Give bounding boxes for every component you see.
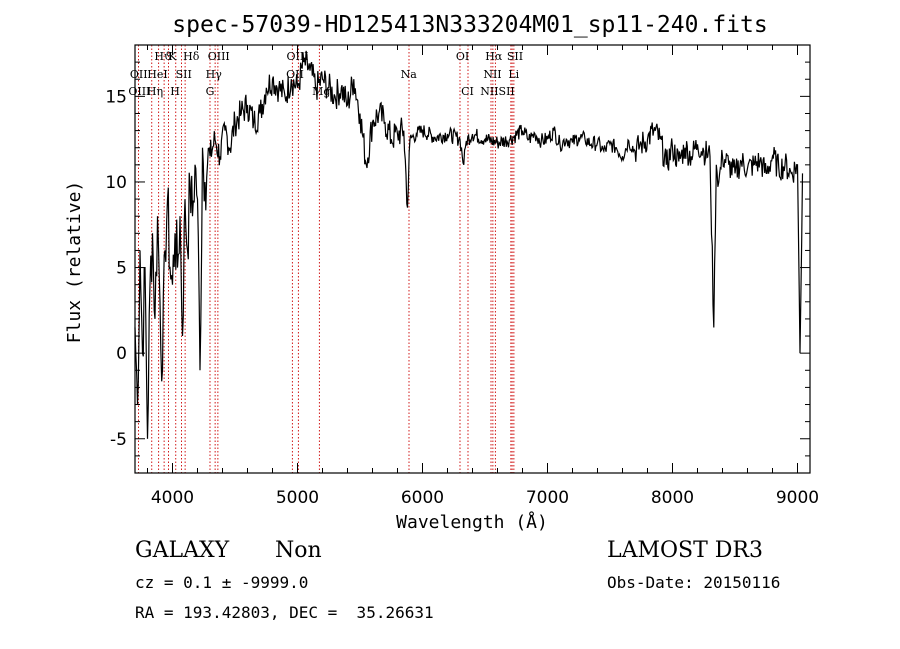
survey-name: LAMOST DR3 xyxy=(607,538,763,563)
y-tick-label: 10 xyxy=(105,173,127,193)
line-label: K xyxy=(168,50,177,63)
y-tick-label: 5 xyxy=(116,259,127,279)
x-tick-label: 4000 xyxy=(151,488,194,508)
line-label: H xyxy=(170,85,180,98)
line-label: OIII xyxy=(128,85,150,98)
line-label: Hη xyxy=(147,85,163,98)
x-tick-label: 5000 xyxy=(276,488,319,508)
line-label: OII xyxy=(130,68,148,81)
line-label: G xyxy=(206,85,215,98)
line-label: NII xyxy=(483,68,501,81)
y-axis-label: Flux (relative) xyxy=(64,181,85,344)
line-label: Hα xyxy=(485,50,503,63)
line-label: Hγ xyxy=(206,68,223,81)
y-axis: -5 0 5 10 15 xyxy=(105,44,810,474)
chart-title: spec-57039-HD125413N333204M01_sp11-240.f… xyxy=(172,12,767,38)
x-tick-label: 7000 xyxy=(526,488,569,508)
flux-series-line xyxy=(134,50,804,439)
line-label: CI xyxy=(461,85,474,98)
plot-frame xyxy=(134,44,811,474)
line-label: Li xyxy=(508,68,519,81)
line-label: Na xyxy=(401,68,418,81)
redshift-line: cz = 0.1 ± -9999.0 xyxy=(135,573,309,592)
line-label: SII xyxy=(507,50,523,63)
line-label: NIISII xyxy=(480,85,515,98)
x-axis-label: Wavelength (Å) xyxy=(396,511,548,533)
line-label: SII xyxy=(176,68,192,81)
y-tick-label: 0 xyxy=(116,344,127,364)
line-label: Hδ xyxy=(183,50,200,63)
x-axis: 4000 5000 6000 7000 8000 9000 xyxy=(147,45,819,508)
line-label: OII xyxy=(286,68,304,81)
line-label: Mg xyxy=(312,85,330,98)
x-tick-label: 8000 xyxy=(651,488,694,508)
y-tick-label: 15 xyxy=(105,87,127,107)
line-label: OI xyxy=(456,50,469,63)
ra-dec: RA = 193.42803, DEC = 35.26631 xyxy=(135,603,434,622)
object-subclass: Non xyxy=(275,538,322,563)
line-label: OIII xyxy=(208,50,230,63)
x-tick-label: 6000 xyxy=(401,488,444,508)
object-class: GALAXY xyxy=(135,538,230,563)
y-tick-label: -5 xyxy=(110,430,127,450)
x-tick-label: 9000 xyxy=(776,488,819,508)
line-label: Hϑ xyxy=(154,50,172,63)
line-label: HeI xyxy=(147,68,167,81)
emission-line-markers xyxy=(138,45,515,473)
obs-date: Obs-Date: 20150116 xyxy=(607,573,781,592)
